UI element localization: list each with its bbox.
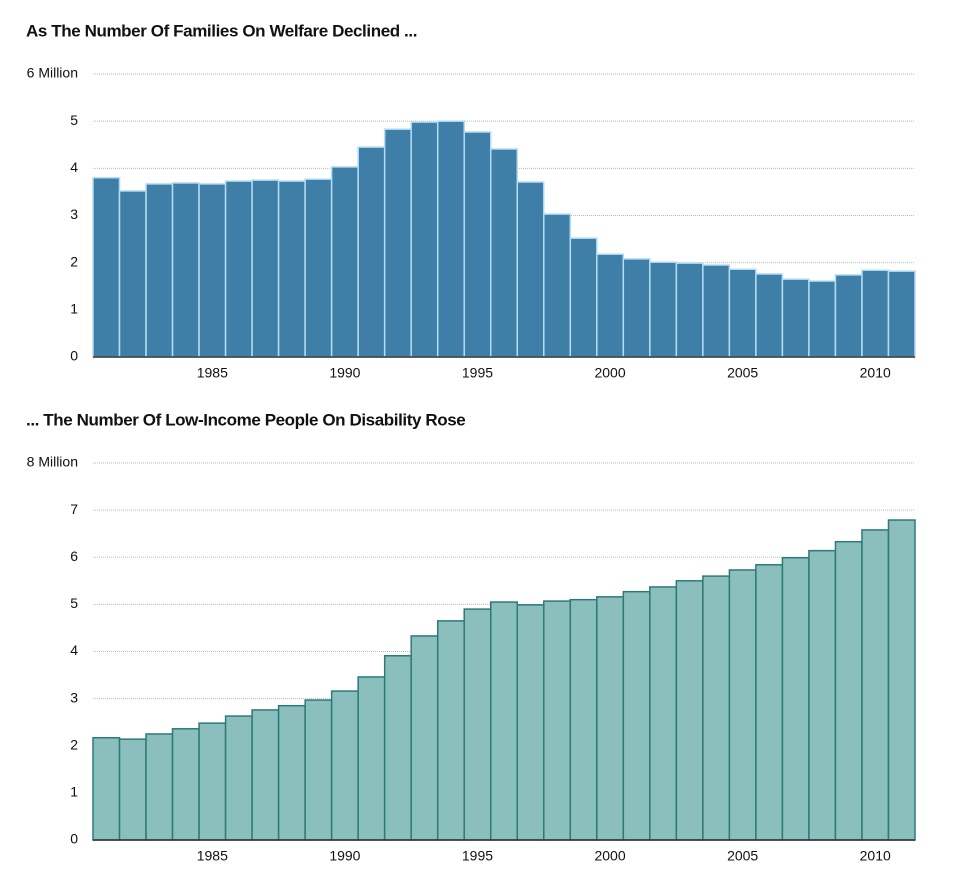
bar (463, 131, 492, 358)
bar (489, 148, 519, 358)
x-tick-label: 1990 (329, 365, 360, 381)
bar (489, 601, 519, 841)
chart-title: As The Number Of Families On Welfare Dec… (26, 21, 417, 40)
bar (251, 709, 280, 841)
bar (702, 575, 731, 841)
x-tick-label: 2005 (727, 848, 758, 864)
bar (118, 738, 147, 841)
bar (118, 190, 147, 358)
bar (596, 596, 625, 841)
x-tick-label: 2010 (860, 848, 891, 864)
y-tick-label: 1 (70, 784, 78, 800)
chart-title: ... The Number Of Low-Income People On D… (26, 410, 465, 429)
bar (569, 598, 598, 841)
bar (251, 179, 280, 358)
y-tick-label: 0 (70, 831, 78, 847)
bar (463, 608, 492, 841)
bar (171, 182, 200, 358)
bar (543, 213, 572, 358)
y-tick-label: 4 (70, 642, 78, 658)
bar (410, 121, 439, 358)
bar (410, 635, 439, 841)
bar (569, 237, 598, 358)
y-tick-label: 6 Million (27, 65, 78, 81)
bar (861, 269, 890, 358)
x-tick-label: 1985 (197, 365, 228, 381)
bar (304, 699, 333, 841)
bar (887, 270, 916, 358)
x-tick-label: 2010 (860, 365, 891, 381)
bar (145, 183, 174, 358)
bar (330, 166, 359, 358)
bar (781, 556, 810, 841)
bar (808, 549, 837, 841)
bar (277, 180, 306, 358)
bar (728, 268, 757, 358)
bar (516, 181, 545, 358)
bar (596, 253, 625, 358)
bar (383, 128, 412, 358)
y-tick-label: 3 (70, 689, 78, 705)
x-tick-label: 1995 (462, 365, 493, 381)
bar (808, 280, 837, 358)
y-tick-label: 5 (70, 112, 78, 128)
y-tick-label: 1 (70, 301, 78, 317)
bar (543, 600, 572, 841)
x-tick-label: 1985 (197, 848, 228, 864)
bar (675, 262, 704, 358)
y-tick-label: 3 (70, 206, 78, 222)
bar (145, 733, 174, 841)
y-tick-label: 0 (70, 348, 78, 364)
bar (516, 604, 545, 841)
bar (436, 120, 465, 358)
x-tick-label: 1990 (329, 848, 360, 864)
bar (171, 728, 200, 841)
bar (357, 146, 386, 358)
bar (834, 274, 863, 358)
bar (834, 540, 863, 841)
bar (92, 736, 121, 841)
x-tick-label: 2000 (594, 848, 625, 864)
y-tick-label: 8 Million (27, 454, 78, 470)
bar (675, 580, 704, 841)
bar (728, 569, 757, 841)
bar (92, 177, 121, 358)
bar (622, 258, 651, 358)
x-tick-label: 2000 (594, 365, 625, 381)
y-tick-label: 7 (70, 501, 78, 517)
x-tick-label: 2005 (727, 365, 758, 381)
bar (649, 261, 678, 358)
bar (781, 278, 810, 358)
bar (436, 620, 465, 841)
bar (224, 715, 253, 841)
y-tick-label: 2 (70, 253, 78, 269)
bar (277, 704, 306, 841)
y-tick-label: 5 (70, 595, 78, 611)
y-tick-label: 2 (70, 736, 78, 752)
bar (198, 183, 227, 358)
bar (383, 654, 412, 841)
bar (887, 519, 916, 841)
bar (622, 590, 651, 841)
bar (224, 180, 253, 358)
x-tick-label: 1995 (462, 848, 493, 864)
bar (330, 690, 359, 841)
bar (649, 586, 678, 841)
bar (861, 529, 890, 841)
bar (357, 676, 386, 841)
bar (304, 178, 333, 358)
y-tick-label: 6 (70, 548, 78, 564)
bar (755, 564, 784, 841)
bar (755, 273, 784, 358)
bar (198, 722, 227, 841)
bar (702, 264, 731, 358)
y-tick-label: 4 (70, 159, 78, 175)
